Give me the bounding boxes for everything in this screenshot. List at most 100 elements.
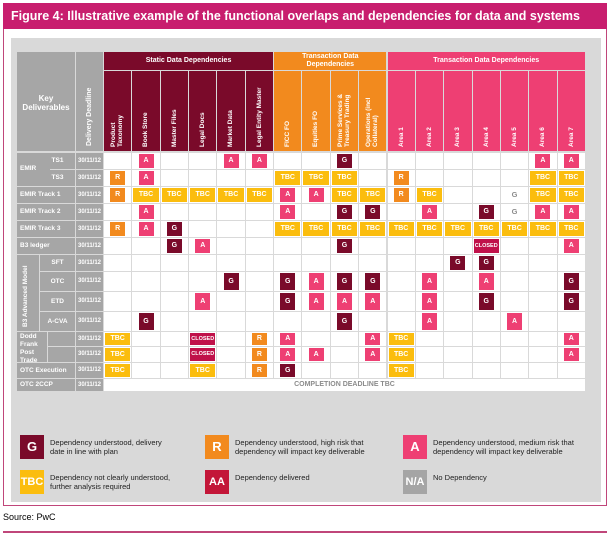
matrix-cell [472,153,500,169]
matrix-cell [245,255,274,271]
row-deadline-9: 30/11/12 [76,312,103,331]
delivery-deadline-label: Delivery Deadline [86,87,93,146]
column-header-label-0: Product Taxonomy [110,114,124,147]
column-header-12 [444,71,472,151]
status-badge: G [478,293,494,310]
status-badge: G [336,154,352,168]
matrix-cell [104,292,132,311]
matrix-cell: A [359,292,387,311]
status-badge: TBC [331,171,358,185]
row-deadline-13: 30/11/12 [76,379,103,391]
row-sublabel-9: A-CVA [40,312,75,331]
column-header-15 [529,71,557,151]
legend-text-4: Dependency delivered [235,473,310,482]
matrix-cell: G [472,292,500,311]
status-badge: TBC [558,171,584,185]
matrix-cell [387,255,415,271]
status-badge: TBC [331,188,358,202]
status-badge: A [138,154,154,168]
status-badge: A [195,239,211,253]
status-badge: CLOSED [473,239,499,253]
matrix-cell [472,332,500,346]
matrix-cell [500,292,529,311]
matrix-cell [104,153,132,169]
matrix-cell: TBC [359,187,387,203]
status-badge: A [280,348,296,361]
matrix-cell [359,153,387,169]
matrix-cell [104,238,132,254]
matrix-cell: TBC [557,170,585,186]
matrix-cell [217,170,245,186]
matrix-cell: A [557,347,585,362]
matrix-cell: TBC [302,170,330,186]
matrix-cell: TBC [444,221,472,237]
matrix-cell-plain: G [500,187,529,203]
matrix-cell [217,255,245,271]
status-badge: G [365,273,381,290]
matrix-cell: TBC [557,187,585,203]
column-header-label-9: Operations (incl Collateral) [365,97,380,147]
status-badge: A [563,154,579,168]
status-badge: A [308,188,324,202]
matrix-cell [274,255,302,271]
status-badge: A [535,154,551,168]
matrix-cell: TBC [415,221,444,237]
status-badge: TBC [416,188,443,202]
status-badge: A [336,293,352,310]
status-badge: R [251,348,267,361]
matrix-cell [359,238,387,254]
matrix-cell: R [104,221,132,237]
status-badge: TBC [105,364,131,377]
status-badge: A [308,273,324,290]
matrix-cell [330,255,359,271]
matrix-cell [500,363,529,378]
legend-text-3: Dependency not clearly understood, furth… [50,473,171,491]
matrix-cell [160,363,189,378]
matrix-cell [189,204,217,220]
status-badge: G [336,205,352,219]
row-label-5: B3 ledger [17,238,75,254]
status-badge: G [166,239,182,253]
matrix-cell: A [132,221,160,237]
status-badge: TBC [360,222,386,236]
status-badge: TBC [331,222,358,236]
group-header-2: Transaction Data Dependencies [387,52,585,70]
status-badge: G [336,313,352,330]
matrix-cell [330,332,359,346]
matrix-cell: TBC [529,187,557,203]
matrix-cell: TBC [330,187,359,203]
column-header-label-13: Area 4 [482,127,490,147]
matrix-cell: A [529,153,557,169]
status-badge: R [110,171,126,185]
matrix-cell [444,347,472,362]
matrix-cell: TBC [132,187,160,203]
legend-text-0: Dependency understood, delivery date in … [50,438,162,456]
matrix-cell [189,272,217,291]
row-label-3: EMIR Track 2 [17,204,75,220]
row-sublabel-8: ETD [40,292,75,311]
matrix-cell [217,312,245,331]
column-header-11 [415,71,444,151]
matrix-cell: TBC [274,170,302,186]
matrix-cell: G [330,272,359,291]
row-label-13: OTC 2CCP [17,379,75,391]
matrix-cell [160,204,189,220]
status-badge: A [308,348,324,361]
matrix-cell [302,255,330,271]
status-badge: A [422,313,438,330]
matrix-cell [302,204,330,220]
matrix-cell: A [274,187,302,203]
matrix-cell [359,363,387,378]
status-badge: TBC [501,222,528,236]
matrix-cell: CLOSED [189,332,217,346]
status-badge: TBC [473,222,499,236]
status-badge: A [280,205,296,219]
matrix-cell: TBC [330,221,359,237]
matrix-cell [302,332,330,346]
status-badge: G [280,293,296,310]
matrix-cell: TBC [387,221,415,237]
column-header-14 [500,71,529,151]
row-label-4: EMIR Track 3 [17,221,75,237]
matrix-cell: G [330,238,359,254]
group-header-1: Transaction Data Dependencies [274,52,387,70]
